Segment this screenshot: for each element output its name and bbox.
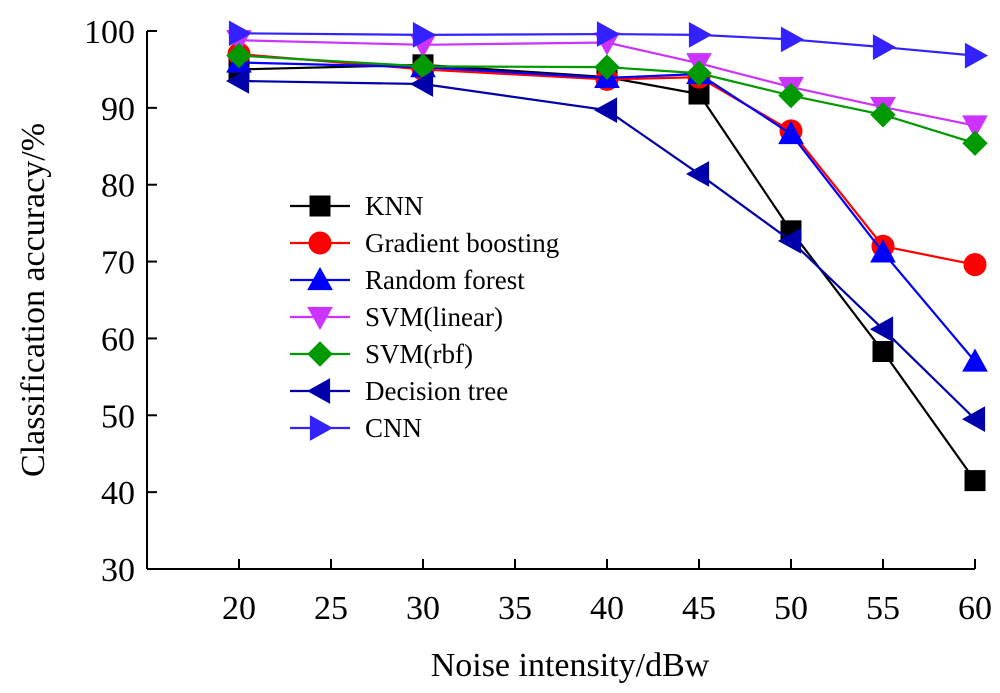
legend-marker-knn (309, 195, 331, 217)
data-point-cnn (964, 42, 989, 69)
data-point-svm-rbf (778, 82, 804, 109)
data-point-svm-rbf (594, 54, 620, 80)
data-point-knn (872, 340, 894, 362)
legend-marker-decision-tree (306, 378, 331, 404)
series-line-knn (238, 63, 976, 482)
data-point-decision-tree (593, 97, 618, 124)
series-group (225, 20, 989, 492)
y-tick-label: 100 (84, 14, 135, 51)
y-tick-label: 40 (101, 475, 135, 512)
data-point-decision-tree (869, 316, 894, 343)
legend: KNN Gradient boosting Random forest SVM(lin… (290, 191, 559, 443)
series-knn (228, 54, 986, 492)
data-point-gradient-boosting (963, 253, 987, 277)
legend-label-decision-tree: Decision tree (365, 376, 508, 406)
legend-marker-random-forest (307, 266, 333, 291)
y-tick-label: 90 (101, 91, 135, 128)
data-point-decision-tree (225, 68, 250, 94)
data-point-decision-tree (777, 227, 802, 254)
legend-marker-svm-linear (307, 306, 333, 331)
ticks: 20 25 30 35 40 45 50 55 60 30 40 50 60 70 80 90 100 (84, 14, 992, 627)
y-tick-label: 30 (101, 552, 135, 589)
data-point-random-forest (778, 120, 804, 145)
x-tick-label: 25 (314, 590, 348, 627)
data-point-decision-tree (685, 161, 710, 187)
x-tick-label: 30 (406, 590, 440, 627)
y-tick-label: 60 (101, 321, 135, 358)
series-decision-tree (225, 68, 986, 432)
data-point-cnn (872, 34, 897, 60)
legend-item-svm-linear: SVM(linear) (290, 302, 503, 332)
data-point-cnn (688, 21, 713, 48)
data-point-decision-tree (961, 406, 986, 432)
legend-marker-cnn (309, 415, 334, 441)
data-point-cnn (228, 20, 253, 47)
data-point-svm-rbf (226, 42, 252, 69)
legend-marker-gradient-boosting (308, 231, 332, 255)
x-axis-title: Noise intensity/dBw (431, 647, 710, 684)
x-tick-label: 55 (866, 590, 900, 627)
series-svm-rbf (226, 42, 988, 156)
data-point-random-forest (870, 239, 896, 263)
y-tick-label: 80 (101, 168, 135, 205)
legend-item-knn: KNN (290, 191, 424, 221)
data-point-knn (964, 470, 986, 492)
y-tick-label: 70 (101, 245, 135, 282)
series-cnn (228, 20, 989, 69)
legend-item-random-forest: Random forest (290, 265, 525, 295)
legend-label-cnn: CNN (365, 413, 422, 443)
legend-label-gradient-boosting: Gradient boosting (365, 228, 559, 258)
legend-item-decision-tree: Decision tree (290, 376, 508, 406)
data-point-decision-tree (409, 71, 434, 97)
legend-marker-svm-rbf (307, 341, 333, 367)
y-axis-title: Classification accuracy/% (15, 123, 52, 477)
data-point-cnn (780, 26, 805, 53)
legend-item-svm-rbf: SVM(rbf) (290, 339, 473, 369)
x-tick-label: 35 (498, 590, 532, 627)
legend-item-gradient-boosting: Gradient boosting (290, 228, 559, 258)
series-line-decision-tree (238, 79, 976, 420)
data-point-random-forest (962, 348, 988, 372)
x-tick-label: 40 (590, 590, 624, 627)
data-point-svm-rbf (962, 130, 988, 156)
x-tick-label: 20 (222, 590, 256, 627)
data-point-svm-rbf (870, 102, 896, 128)
legend-label-svm-rbf: SVM(rbf) (365, 339, 473, 369)
legend-label-random-forest: Random forest (365, 265, 525, 295)
data-point-cnn (412, 21, 437, 48)
x-tick-label: 50 (774, 590, 808, 627)
axes (146, 31, 975, 570)
x-tick-label: 60 (958, 590, 992, 627)
legend-item-cnn: CNN (290, 413, 422, 443)
data-point-cnn (596, 21, 621, 47)
data-point-svm-rbf (686, 60, 712, 86)
data-point-svm-linear (962, 115, 988, 139)
legend-label-knn: KNN (365, 191, 424, 221)
x-tick-label: 45 (682, 590, 716, 627)
y-tick-label: 50 (101, 398, 135, 435)
legend-label-svm-linear: SVM(linear) (365, 302, 503, 332)
